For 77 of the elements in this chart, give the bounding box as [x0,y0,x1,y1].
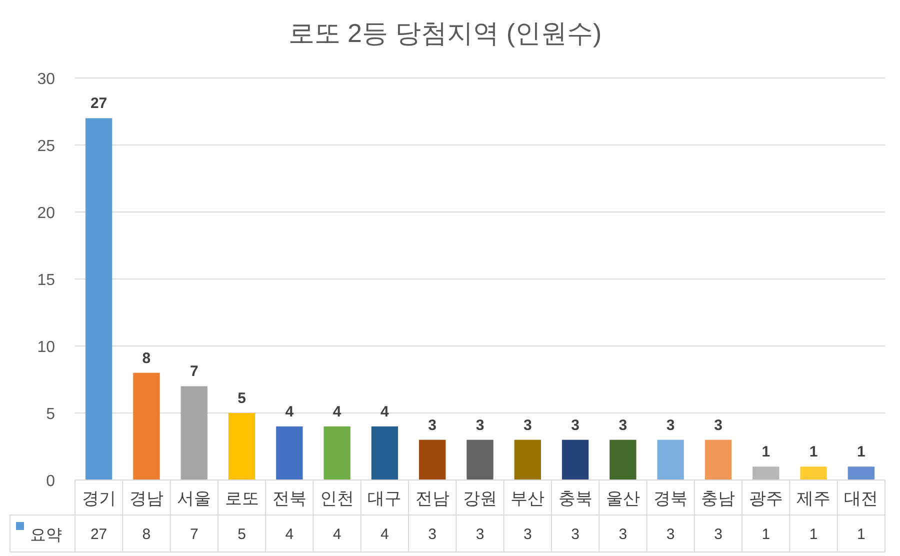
x-tick-label: 충북 [558,489,592,508]
data-label: 1 [809,444,818,461]
data-label: 4 [285,403,294,420]
y-tick-label: 0 [46,473,56,490]
data-label: 3 [476,416,484,434]
text: 1 [762,526,770,543]
bar [85,118,112,480]
data-label: 3 [666,416,675,434]
text: 1 [809,526,818,543]
x-tick-label: 인천 [320,489,354,508]
bar [562,440,589,480]
data-label: 8 [142,350,151,367]
x-tick-label: 충남 [701,489,736,508]
data-label: 3 [618,416,628,434]
data-label: 5 [238,390,246,407]
text: 3 [476,526,484,543]
y-tick-label: 10 [37,339,56,356]
x-tick-label: 전남 [415,489,450,508]
bar [276,426,303,480]
x-tick-label: 울산 [606,489,640,508]
y-tick-label: 15 [37,272,56,289]
data-label: 7 [190,363,198,380]
x-tick-label: 광주 [748,489,783,508]
text: 4 [380,526,389,543]
data-label: 3 [428,416,437,434]
text: 8 [142,526,151,543]
x-tick-label: 부산 [510,489,545,508]
bar [324,426,350,480]
chart-title: 로또 2등 당첨지역 (인원수) [288,18,602,48]
data-label: 3 [571,416,580,434]
text: 4 [285,526,294,543]
bar [752,466,780,480]
legend-label: 요약 [30,527,62,544]
y-tick-label: 30 [37,71,56,88]
text: 3 [428,526,437,543]
bar [371,426,398,480]
text: 3 [571,526,580,543]
text: 3 [666,526,675,543]
bar [180,386,208,480]
bar [610,440,636,480]
data-label: 3 [714,416,722,434]
data-label: 4 [332,403,342,420]
data-label: 3 [523,416,532,434]
bar [133,372,160,480]
x-tick-label: 서울 [177,489,212,508]
text: 1 [857,526,866,543]
x-tick-label: 경북 [654,489,688,508]
bar [466,440,494,480]
data-label: 4 [380,403,390,420]
x-tick-label: 전북 [272,489,306,508]
x-tick-label: 대구 [368,489,402,508]
text: 7 [190,526,198,543]
bar [228,413,256,480]
bar [419,440,446,480]
data-label: 27 [90,95,108,112]
x-tick-label: 로또 [224,489,259,508]
x-tick-label: 경기 [82,489,116,508]
x-tick-label: 대전 [844,489,878,508]
data-label: 1 [857,444,866,461]
bar [514,440,541,480]
x-tick-label: 강원 [463,489,497,508]
text: 3 [618,526,628,543]
bar [848,466,875,480]
data-label: 1 [762,444,770,461]
text: 3 [714,526,722,543]
bar [657,440,684,480]
y-tick-label: 25 [37,138,56,155]
y-tick-label: 20 [37,205,56,222]
y-tick-label: 5 [46,406,56,423]
x-tick-label: 경남 [129,489,164,508]
text: 27 [90,526,108,543]
text: 3 [523,526,532,543]
x-tick-label: 제주 [796,489,831,508]
bar [704,440,732,480]
bar [800,466,827,480]
text: 4 [332,526,342,543]
text: 5 [238,526,246,543]
